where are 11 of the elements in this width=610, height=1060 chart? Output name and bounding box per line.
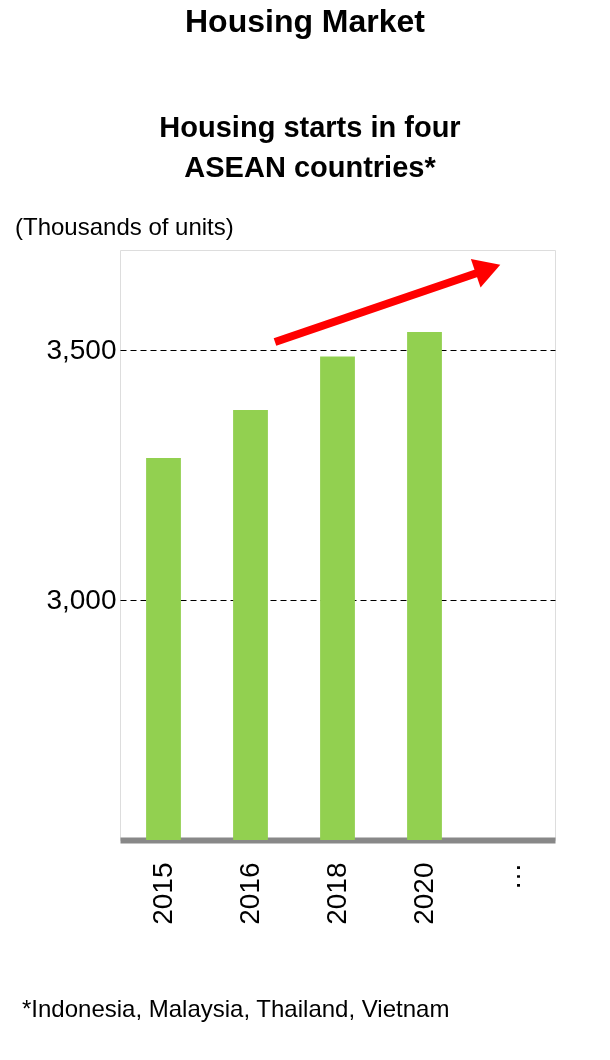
x-tick-label: 2016 [233,862,265,925]
x-tick-label: 2015 [146,862,178,925]
text: *Indonesia, Malaysia, Thailand, Vietnam [22,995,450,1022]
x-tick-label: 2018 [320,862,352,925]
chart-title: Housing Market [184,3,426,39]
x-tick-label: 2020 [407,862,439,925]
y-axis-title: (Thousands of units) [15,213,234,240]
chart-subtitle: Housing starts in four ASEAN countries* [159,111,461,183]
y-tick-label: 3,000 [46,583,117,615]
y-tick-label: 3,500 [46,333,117,365]
x-tick-label: … [494,862,526,891]
